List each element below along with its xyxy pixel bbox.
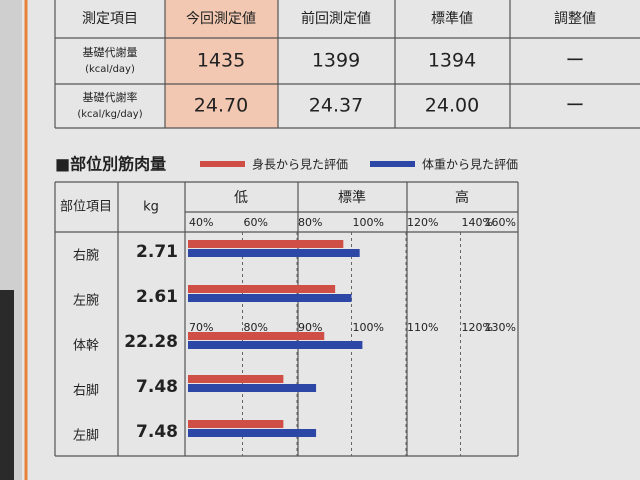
- kg-value: 2.61: [136, 287, 178, 307]
- scale-label: 130%: [485, 321, 516, 334]
- scale-label: 100%: [353, 321, 384, 334]
- value-cell: 24.70: [194, 95, 248, 117]
- kg-value: 2.71: [136, 242, 178, 262]
- bar: [188, 294, 352, 302]
- bar: [188, 332, 325, 340]
- value-cell: 24.37: [309, 95, 363, 117]
- scale-label: 120%: [462, 321, 493, 334]
- header-cell: 標準値: [431, 11, 473, 27]
- value-cell: ー: [565, 50, 584, 72]
- bar: [188, 240, 344, 248]
- dark-edge: [0, 290, 14, 480]
- bar: [188, 384, 317, 392]
- kg-value: 22.28: [124, 332, 178, 352]
- row-label: 基礎代謝率: [83, 90, 138, 104]
- zone-label: 低: [234, 190, 248, 206]
- kg-value: 7.48: [136, 377, 178, 397]
- value-cell: 1394: [428, 50, 476, 72]
- scale-label: 60%: [244, 216, 268, 229]
- header-cell: 調整値: [554, 11, 596, 27]
- legend-swatch: [200, 161, 245, 167]
- scale-label: 140%: [462, 216, 493, 229]
- bar: [188, 249, 360, 257]
- section-title: ■部位別筋肉量: [55, 155, 166, 174]
- row-unit: (kcal/day): [85, 64, 135, 75]
- scale-label: 80%: [244, 321, 268, 334]
- value-cell: 24.00: [425, 95, 479, 117]
- part-label: 右脚: [73, 383, 99, 399]
- zone-label: 標準: [338, 190, 366, 206]
- header-cell: kg: [143, 200, 159, 215]
- highlight-column: [165, 0, 278, 128]
- scale-label: 120%: [407, 216, 438, 229]
- scale-label: 80%: [298, 216, 322, 229]
- header-cell: 測定項目: [82, 11, 138, 27]
- basal-grid: [54, 0, 640, 129]
- header-cell: 前回測定値: [301, 10, 371, 27]
- legend-swatch: [370, 161, 415, 167]
- part-label: 左腕: [73, 293, 99, 309]
- row-unit: (kcal/kg/day): [77, 109, 142, 120]
- part-label: 体幹: [73, 338, 99, 354]
- row-label: 基礎代謝量: [83, 45, 138, 59]
- muscle-grid: [54, 181, 519, 457]
- scale-label: 100%: [353, 216, 384, 229]
- value-cell: ー: [565, 95, 584, 117]
- scale-label: 110%: [407, 321, 438, 334]
- scale-label: 160%: [485, 216, 516, 229]
- legend-label: 体重から見た評価: [422, 157, 518, 172]
- header-cell: 部位項目: [60, 200, 112, 215]
- bar: [188, 420, 284, 428]
- bar: [188, 341, 363, 349]
- bar: [188, 285, 336, 293]
- scale-label: 90%: [298, 321, 322, 334]
- kg-value: 7.48: [136, 422, 178, 442]
- scale-label: 70%: [189, 321, 213, 334]
- part-label: 左脚: [73, 428, 99, 444]
- scale-label: 40%: [189, 216, 213, 229]
- zone-label: 高: [455, 189, 469, 206]
- bar: [188, 375, 284, 383]
- value-cell: 1435: [197, 50, 245, 72]
- value-cell: 1399: [312, 50, 360, 72]
- part-label: 右腕: [73, 248, 99, 264]
- header-cell: 今回測定値: [186, 11, 256, 27]
- legend-label: 身長から見た評価: [252, 157, 348, 172]
- bar: [188, 429, 317, 437]
